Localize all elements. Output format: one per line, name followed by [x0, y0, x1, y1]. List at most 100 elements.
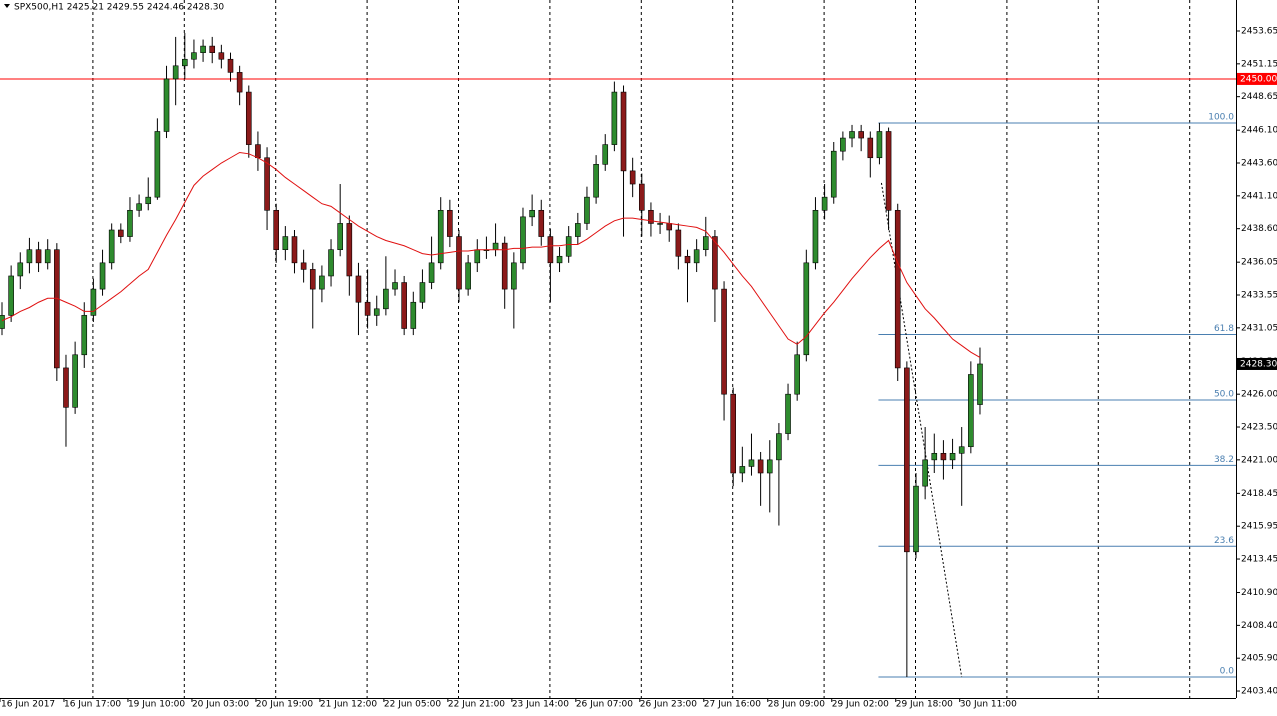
y-tick-label: 2453.65	[1241, 26, 1277, 36]
candle-body	[44, 249, 51, 264]
candle-body	[364, 301, 371, 316]
candle-body	[794, 354, 800, 395]
candle-body	[191, 52, 197, 60]
candle-body	[145, 196, 152, 205]
candle-body	[81, 315, 88, 356]
price-box	[1237, 357, 1277, 370]
candle-body	[958, 446, 965, 454]
candle-body	[876, 131, 883, 159]
moving-average	[1, 151, 981, 358]
y-tick-label: 2405.90	[1241, 654, 1277, 664]
candle-body	[474, 249, 481, 264]
candle-body	[99, 262, 106, 290]
candle-body	[501, 242, 508, 290]
candle-body	[90, 288, 97, 316]
candle-body	[401, 282, 407, 329]
candle-body	[757, 459, 764, 474]
candle-body	[629, 170, 636, 185]
candle-body	[72, 354, 78, 408]
candle-body	[803, 262, 810, 356]
candle-body	[300, 262, 307, 270]
y-tick-label: 2433.55	[1241, 291, 1277, 301]
y-tick-label: 2408.40	[1241, 621, 1277, 631]
candle-body	[373, 308, 380, 316]
x-tick-label: 29 Jun 18:00	[896, 700, 953, 710]
y-tick-label: 2415.95	[1241, 522, 1277, 532]
x-tick-label: 16 Jun 2017	[1, 700, 55, 710]
candle-body	[812, 209, 819, 264]
candle-body	[346, 223, 353, 277]
candle-body	[693, 249, 700, 264]
candle-body	[8, 275, 14, 316]
candle-body	[904, 367, 910, 553]
candle-body	[17, 262, 24, 277]
candle-body	[620, 91, 627, 172]
candle-body	[922, 459, 928, 487]
candle-body	[602, 144, 609, 165]
candle-body	[949, 452, 956, 461]
x-tick-label: 20 Jun 03:00	[192, 700, 249, 710]
candle-body	[867, 137, 874, 159]
candle-body	[456, 236, 462, 290]
candle-body	[849, 131, 855, 139]
candle-body	[227, 58, 234, 73]
candle-body	[648, 209, 654, 224]
x-tick-label: 29 Jun 02:00	[832, 700, 889, 710]
x-tick-label: 26 Jun 23:00	[640, 700, 697, 710]
y-tick-label: 2448.65	[1241, 92, 1277, 102]
candle-body	[702, 236, 709, 250]
fib-label: 50.0	[1214, 389, 1234, 399]
candle-body	[209, 45, 216, 53]
candle-body	[218, 52, 225, 60]
price-box-label: 2450.00	[1240, 74, 1277, 84]
y-tick-label: 2438.60	[1241, 224, 1277, 234]
candle-body	[328, 249, 334, 277]
candle-body	[200, 45, 206, 53]
candle-body	[520, 216, 526, 264]
candle-body	[163, 78, 170, 132]
candle-body	[584, 196, 590, 224]
symbol-marker	[4, 4, 10, 8]
candle-body	[830, 150, 837, 198]
candle-body	[575, 223, 581, 237]
fib-label: 0.0	[1220, 666, 1235, 676]
candle-body	[492, 242, 499, 250]
x-tick-label: 22 Jun 05:00	[384, 700, 441, 710]
y-tick-label: 2431.05	[1241, 323, 1277, 333]
candle-body	[675, 229, 682, 257]
candle-body	[565, 236, 572, 257]
candle-body	[657, 223, 663, 225]
x-tick-label: 21 Jun 12:00	[320, 700, 377, 710]
candle-body	[611, 91, 618, 145]
candle-body	[730, 393, 737, 474]
y-tick-label: 2410.90	[1241, 588, 1277, 598]
candle-body	[264, 157, 270, 211]
candle-body	[63, 367, 69, 408]
candle-body	[977, 363, 983, 405]
candle-body	[465, 262, 471, 290]
candle-body	[739, 466, 746, 474]
y-tick-label: 2443.60	[1241, 159, 1277, 169]
x-tick-label: 20 Jun 19:00	[256, 700, 313, 710]
x-tick-label: 28 Jun 09:00	[768, 700, 825, 710]
candle-body	[118, 229, 124, 237]
y-tick-label: 2403.40	[1241, 687, 1277, 697]
candle-body	[684, 255, 691, 264]
x-tick-label: 27 Jun 16:00	[704, 700, 761, 710]
fib-label: 23.6	[1214, 536, 1234, 546]
candle-body	[182, 58, 188, 67]
x-tick-label: 23 Jun 14:00	[512, 700, 569, 710]
candle-body	[291, 236, 298, 264]
candle-body	[821, 196, 828, 211]
candle-body	[748, 459, 755, 467]
candle-body	[840, 137, 846, 152]
candle-body	[355, 275, 362, 303]
y-tick-label: 2426.00	[1241, 390, 1277, 400]
candle-body	[638, 183, 645, 211]
candle-body	[410, 301, 417, 329]
candle-body	[136, 203, 142, 211]
candle-body	[26, 249, 33, 264]
chart-title: SPX500,H1 2425.21 2429.55 2424.46 2428.3…	[14, 3, 224, 13]
candle-body	[437, 209, 444, 264]
